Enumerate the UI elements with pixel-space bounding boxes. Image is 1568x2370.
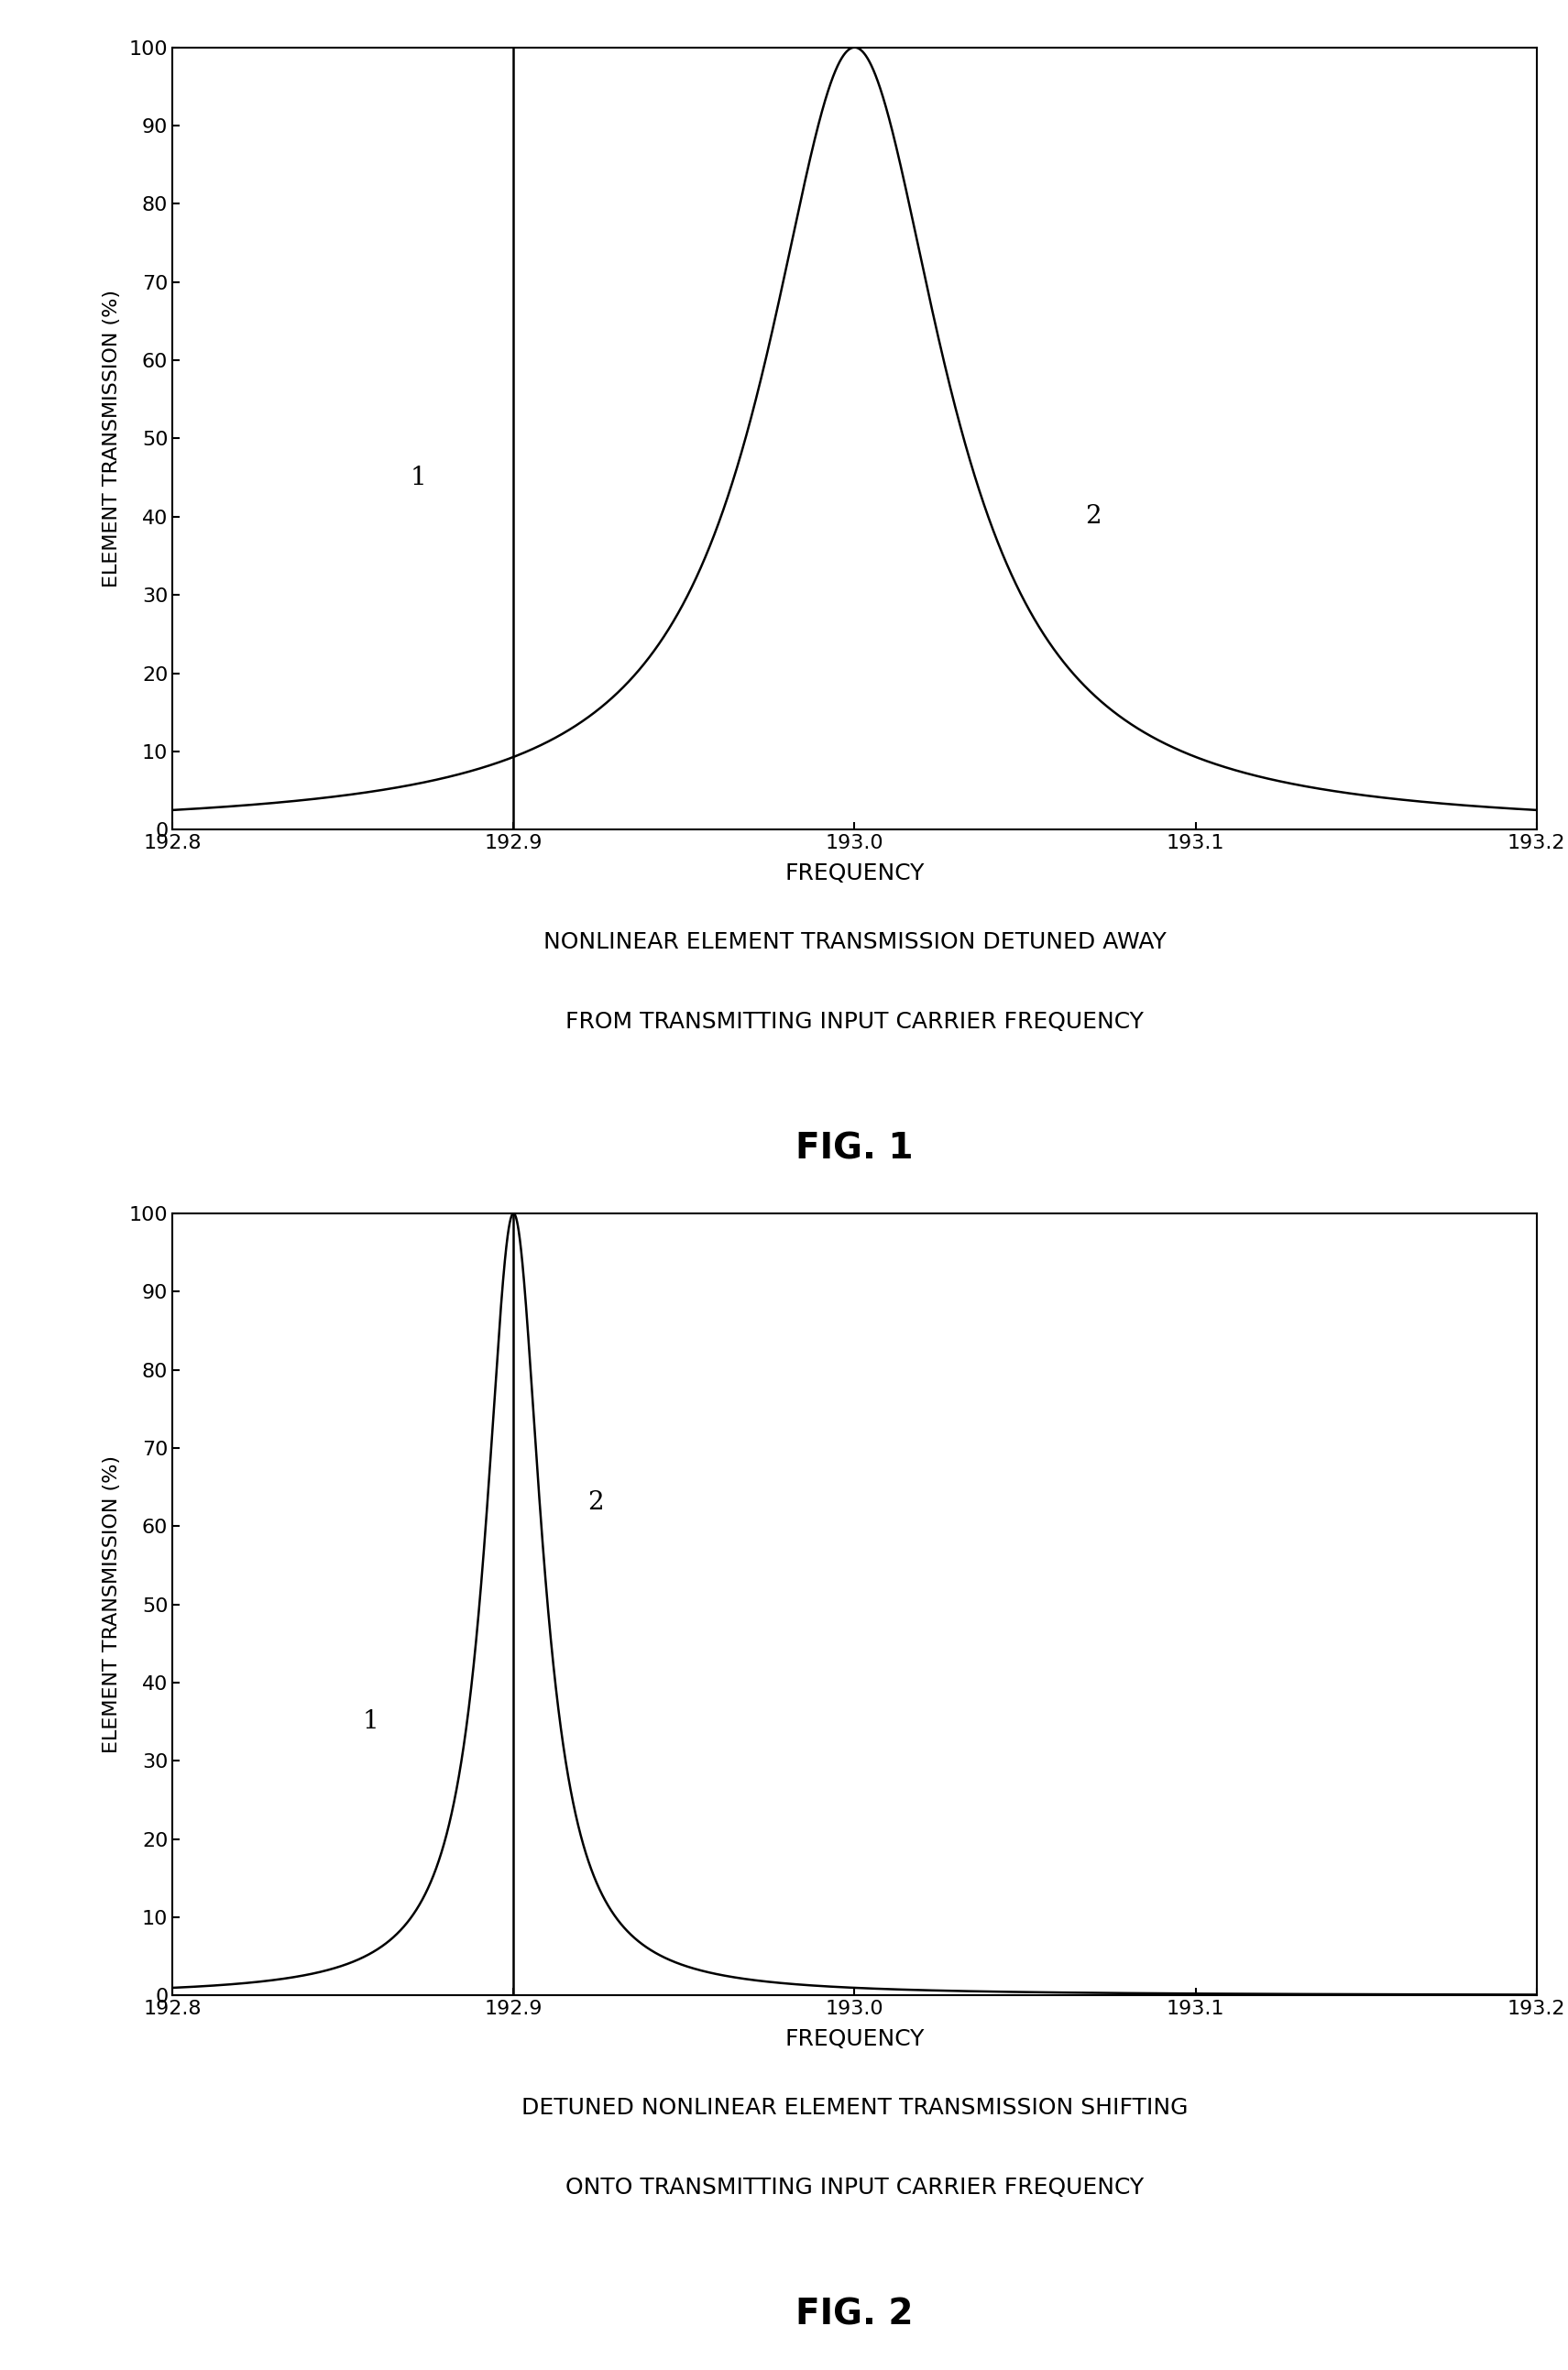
Text: FIG. 1: FIG. 1 [795,1130,914,1166]
Text: 2: 2 [588,1491,604,1514]
X-axis label: FREQUENCY: FREQUENCY [784,2029,925,2050]
Y-axis label: ELEMENT TRANSMISSION (%): ELEMENT TRANSMISSION (%) [103,1455,121,1754]
Text: FROM TRANSMITTING INPUT CARRIER FREQUENCY: FROM TRANSMITTING INPUT CARRIER FREQUENC… [566,1010,1143,1033]
Text: 1: 1 [409,465,426,491]
Text: FIG. 2: FIG. 2 [795,2297,914,2332]
X-axis label: FREQUENCY: FREQUENCY [784,863,925,884]
Text: ONTO TRANSMITTING INPUT CARRIER FREQUENCY: ONTO TRANSMITTING INPUT CARRIER FREQUENC… [566,2176,1143,2199]
Y-axis label: ELEMENT TRANSMISSION (%): ELEMENT TRANSMISSION (%) [103,289,121,588]
Text: DETUNED NONLINEAR ELEMENT TRANSMISSION SHIFTING: DETUNED NONLINEAR ELEMENT TRANSMISSION S… [521,2097,1189,2119]
Text: 2: 2 [1085,505,1101,529]
Text: 1: 1 [362,1709,378,1735]
Text: NONLINEAR ELEMENT TRANSMISSION DETUNED AWAY: NONLINEAR ELEMENT TRANSMISSION DETUNED A… [543,931,1167,953]
